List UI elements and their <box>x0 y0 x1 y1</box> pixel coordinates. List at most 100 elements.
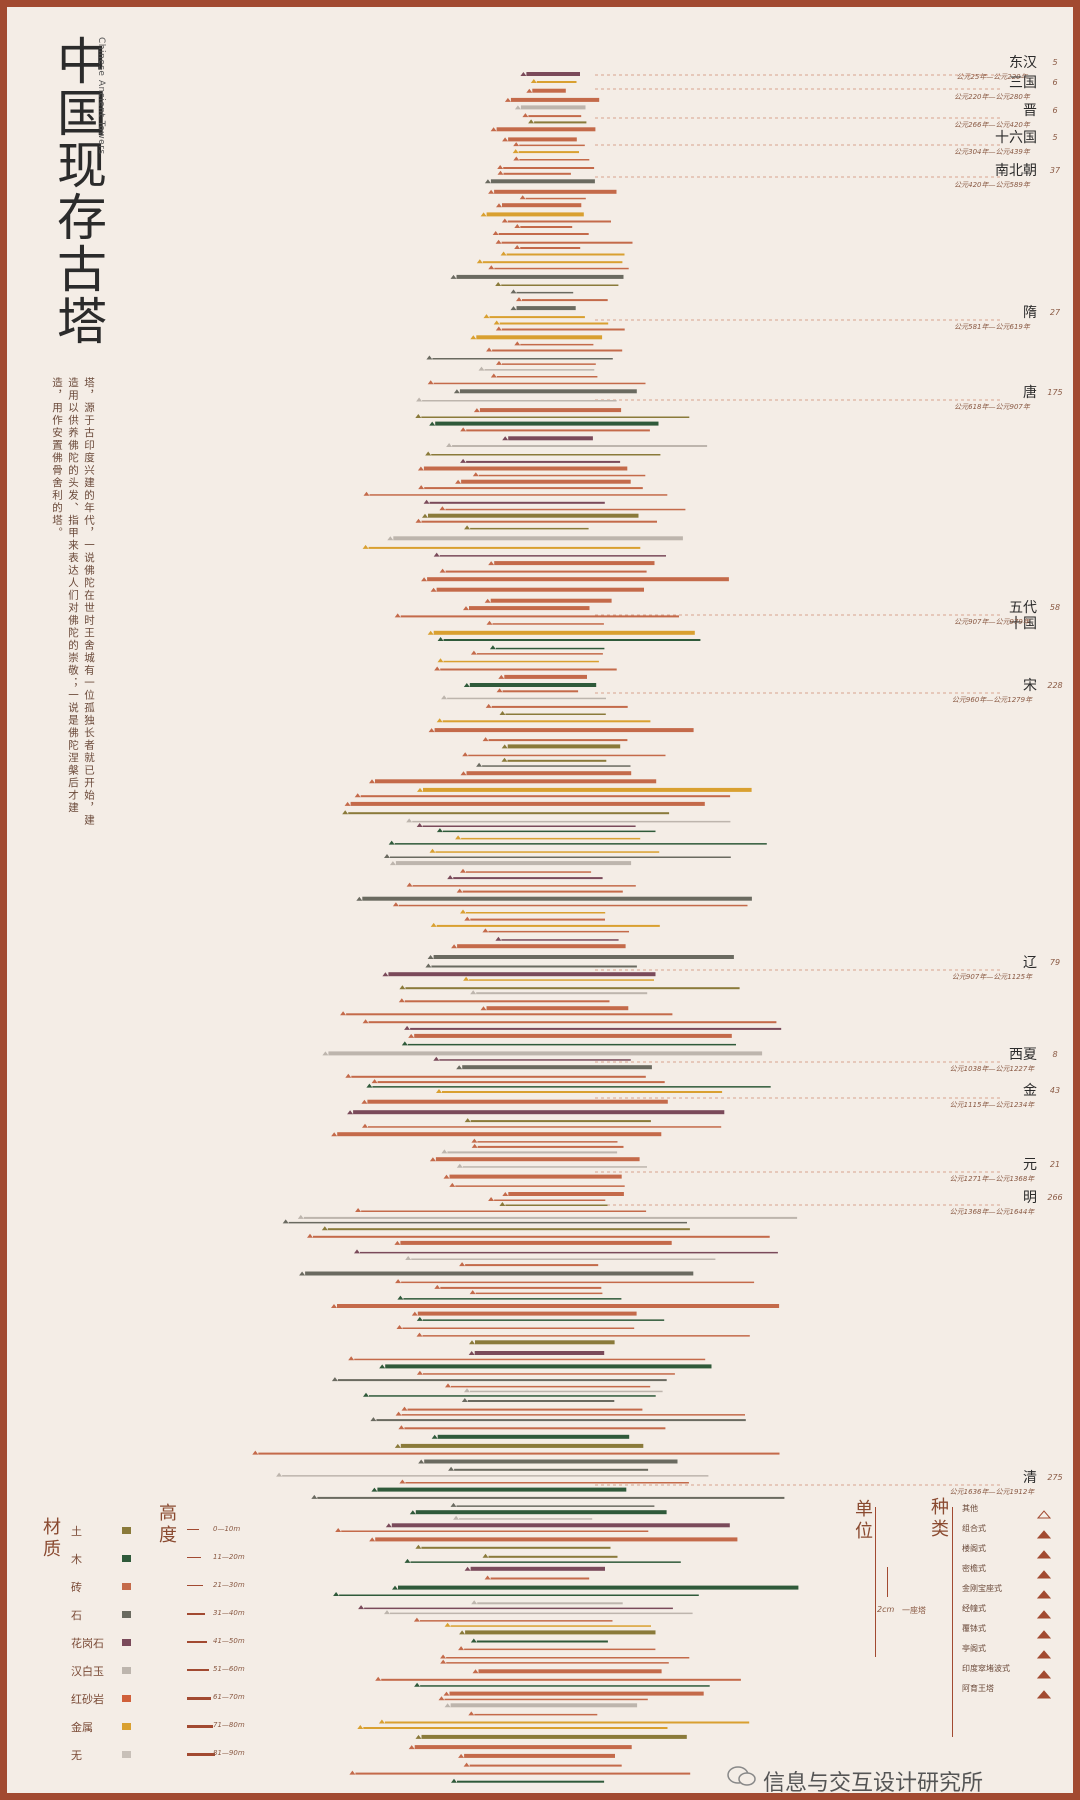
tower-bar-51 <box>452 445 708 447</box>
tower-bar-56 <box>461 479 631 484</box>
tower-bar-91 <box>468 754 666 757</box>
tower-marker-109 <box>447 875 454 880</box>
tower-marker-84 <box>441 695 448 700</box>
wechat-icon <box>727 1766 756 1786</box>
tower-marker-223 <box>443 1691 450 1696</box>
tower-marker-73 <box>394 613 401 618</box>
tower-bar-215 <box>465 1630 656 1635</box>
tower-marker-189 <box>394 1443 401 1448</box>
height-label-4: 31—40m <box>213 1609 245 1617</box>
dynasty-name-3: 晋 <box>1023 103 1037 119</box>
tower-bar-158 <box>327 1228 690 1231</box>
tower-bar-106 <box>390 856 731 858</box>
tower-bar-105 <box>435 851 660 853</box>
tower-bar-74 <box>492 623 604 625</box>
tower-bar-124 <box>405 987 740 990</box>
tower-marker-188 <box>431 1434 438 1439</box>
tower-marker-121 <box>425 963 432 968</box>
tower-bar-175 <box>474 1351 605 1355</box>
tower-bar-187 <box>404 1427 666 1430</box>
dynasty-name-11: 西夏 <box>1009 1047 1037 1063</box>
tower-bar-95 <box>375 779 657 784</box>
tower-bar-178 <box>422 1373 675 1375</box>
tower-type-10-icon <box>1036 1684 1052 1699</box>
tower-bar-167 <box>475 1292 603 1295</box>
tower-marker-186 <box>370 1417 377 1422</box>
tower-bar-115 <box>470 918 605 921</box>
tower-bar-28 <box>456 274 624 279</box>
height-line-7 <box>187 1697 211 1700</box>
tower-bar-55 <box>478 474 646 477</box>
tower-bar-92 <box>507 759 607 762</box>
dynasty-range-10: 公元907年—公元1125年 <box>952 973 1033 981</box>
tower-bar-41 <box>484 369 595 371</box>
tower-bar-29 <box>501 284 619 286</box>
tower-bar-207 <box>490 1577 590 1580</box>
dynasty-name-8: 五代 <box>1009 600 1037 616</box>
type-legend-title: 种类 <box>928 1497 949 1541</box>
unit-scale-bar <box>887 1567 888 1597</box>
dynasty-range-13: 公元1271年—公元1368年 <box>950 1175 1036 1183</box>
tower-bar-19 <box>486 212 584 217</box>
tower-bar-146 <box>477 1145 624 1148</box>
unit-legend-title: 单位 <box>852 1499 873 1543</box>
tower-marker-49 <box>460 427 467 432</box>
tower-marker-225 <box>444 1703 451 1708</box>
tower-marker-55 <box>472 472 479 477</box>
type-label-9: 印度窣堵波式 <box>962 1664 1010 1673</box>
tower-bar-205 <box>410 1561 681 1563</box>
tower-bar-120 <box>433 955 734 959</box>
tower-bar-43 <box>433 382 646 385</box>
tower-marker-52 <box>425 451 432 456</box>
tower-bar-214 <box>450 1625 651 1627</box>
tower-bar-54 <box>423 466 628 471</box>
tower-bar-61 <box>428 513 639 518</box>
tower-bar-20 <box>507 220 611 223</box>
tower-marker-95 <box>369 779 375 784</box>
tower-marker-158 <box>321 1226 328 1231</box>
tower-marker-83 <box>496 688 503 693</box>
tower-marker-193 <box>276 1472 283 1477</box>
tower-bar-38 <box>492 349 623 352</box>
material-label-7: 红砂岩 <box>71 1693 104 1706</box>
tower-bar-206 <box>470 1566 605 1571</box>
tower-bar-218 <box>446 1657 690 1659</box>
tower-marker-102 <box>436 828 443 833</box>
tower-marker-18 <box>496 203 502 208</box>
tower-marker-197 <box>450 1502 457 1507</box>
tower-marker-194 <box>399 1479 406 1484</box>
height-legend-title: 高度 <box>156 1503 177 1547</box>
tower-marker-30 <box>510 289 517 294</box>
tower-bar-130 <box>410 1027 782 1030</box>
tower-marker-227 <box>378 1719 385 1724</box>
tower-marker-24 <box>514 245 521 249</box>
tower-marker-221 <box>375 1676 382 1681</box>
tower-marker-107 <box>389 861 396 866</box>
material-swatch-2 <box>122 1555 131 1562</box>
tower-marker-16 <box>488 189 495 194</box>
tower-marker-36 <box>470 335 477 340</box>
tower-bar-211 <box>364 1607 673 1610</box>
tower-bar-137 <box>377 1081 665 1084</box>
height-line-1 <box>187 1529 199 1530</box>
material-swatch-1 <box>122 1527 131 1534</box>
tower-bar-13 <box>503 167 595 169</box>
tower-bar-138 <box>372 1086 771 1088</box>
tower-bar-44 <box>459 389 637 394</box>
tower-marker-154 <box>499 1202 506 1206</box>
tower-marker-217 <box>458 1646 465 1651</box>
tower-bar-190 <box>258 1452 780 1455</box>
tower-marker-72 <box>463 606 469 611</box>
tower-marker-131 <box>408 1033 415 1038</box>
tower-marker-119 <box>451 944 458 949</box>
tower-bar-186 <box>376 1419 746 1422</box>
tower-bar-102 <box>442 830 656 833</box>
dynasty-name-9: 宋 <box>1023 678 1037 694</box>
tower-bar-233 <box>355 1772 691 1775</box>
dynasty-count-15: 275 <box>1047 1473 1062 1482</box>
tower-marker-233 <box>349 1770 356 1775</box>
tower-marker-170 <box>411 1311 418 1316</box>
tower-bar-107 <box>395 861 632 866</box>
dynasty-range-9: 公元960年—公元1279年 <box>952 696 1033 704</box>
